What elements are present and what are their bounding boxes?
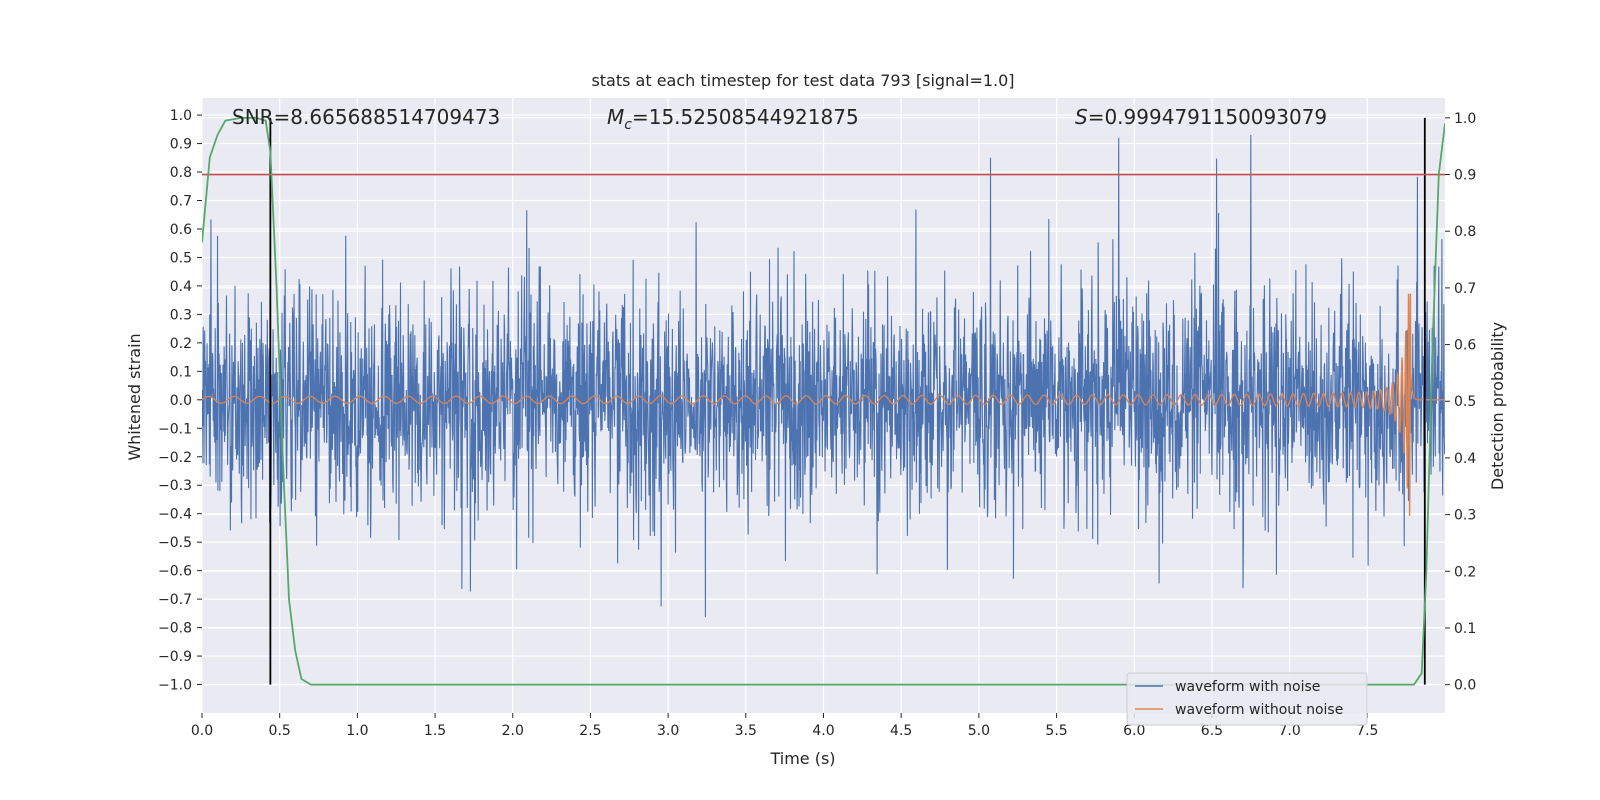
- x-tick-label: 3.0: [657, 723, 679, 739]
- series-layer: [202, 116, 1445, 686]
- y-axis-ticks: 1.0 0.9 0.8 0.7 0.6 0.5 0.4 0.3 0.2 0.1 0.0 −0.1 −0.…: [158, 108, 202, 694]
- y-tick-label: 0.6: [170, 222, 192, 238]
- x-axis-ticks: 0.0 0.5 1.0 1.5 2.0 2.5 3.0 3.5 4.0 4.5 5.0 5.5 6.0 6…: [191, 713, 1378, 739]
- x-tick-label: 0.0: [191, 723, 213, 739]
- y-tick-label: −0.2: [158, 450, 192, 466]
- x-tick-label: 3.5: [735, 723, 757, 739]
- y2-tick-label: 1.0: [1454, 111, 1476, 127]
- x-tick-label: 4.5: [890, 723, 912, 739]
- x-tick-label: 4.0: [812, 723, 834, 739]
- x-axis-label: Time (s): [769, 749, 835, 768]
- y-tick-label: 0.2: [170, 336, 192, 352]
- y-tick-label: −0.6: [158, 564, 192, 580]
- y-tick-label: 0.5: [170, 250, 192, 266]
- y-tick-label: 0.3: [170, 307, 192, 323]
- x-tick-label: 2.0: [502, 723, 524, 739]
- y2-tick-label: 0.3: [1454, 508, 1476, 524]
- x-tick-label: 0.5: [269, 723, 291, 739]
- y-tick-label: 0.4: [170, 279, 192, 295]
- y2-tick-label: 0.1: [1454, 621, 1476, 637]
- s-annotation: S=0.9994791150093079: [1075, 105, 1327, 129]
- s-symbol: S: [1075, 105, 1088, 129]
- y-tick-label: 0.0: [170, 393, 192, 409]
- y-axis-label: Whitened strain: [125, 333, 144, 460]
- y2-tick-label: 0.7: [1454, 281, 1476, 297]
- y-tick-label: −0.8: [158, 621, 192, 637]
- y-tick-label: −0.4: [158, 507, 192, 523]
- y2-tick-label: 0.9: [1454, 168, 1476, 184]
- x-tick-label: 5.0: [968, 723, 990, 739]
- legend: waveform with noise waveform without noi…: [1126, 672, 1368, 726]
- y2-axis-ticks: 1.0 0.9 0.8 0.7 0.6 0.5 0.4 0.3 0.2 0.1 0.0: [1445, 111, 1476, 694]
- mc-subscript: c: [624, 117, 632, 133]
- y-tick-label: 0.1: [170, 364, 192, 380]
- x-tick-label: 7.5: [1356, 723, 1378, 739]
- legend-label-noise: waveform with noise: [1175, 679, 1320, 695]
- mc-symbol: M: [607, 105, 624, 129]
- chart-title: stats at each timestep for test data 793…: [591, 71, 1014, 90]
- y-tick-label: 0.8: [170, 165, 192, 181]
- y2-tick-label: 0.0: [1454, 678, 1476, 694]
- mc-value: =15.52508544921875: [632, 105, 859, 129]
- y2-tick-label: 0.8: [1454, 224, 1476, 240]
- s-value: =0.9994791150093079: [1088, 105, 1327, 129]
- y-tick-label: −0.9: [158, 649, 192, 665]
- series-waveform-without-noise: [202, 293, 1445, 516]
- x-tick-label: 6.0: [1123, 723, 1145, 739]
- series-detection-probability: [202, 116, 1445, 686]
- legend-box: [1126, 672, 1368, 726]
- y-tick-label: −0.1: [158, 421, 192, 437]
- y-tick-label: 0.7: [170, 194, 192, 210]
- series-waveform-with-noise: [202, 134, 1445, 617]
- y-tick-label: −0.7: [158, 592, 192, 608]
- y-tick-label: −0.5: [158, 535, 192, 551]
- x-tick-label: 1.5: [424, 723, 446, 739]
- x-tick-label: 6.5: [1201, 723, 1223, 739]
- x-tick-label: 7.0: [1278, 723, 1300, 739]
- y2-tick-label: 0.5: [1454, 394, 1476, 410]
- y-tick-label: 0.9: [170, 137, 192, 153]
- y-tick-label: −1.0: [158, 678, 192, 694]
- x-tick-label: 5.5: [1045, 723, 1067, 739]
- y-tick-label: −0.3: [158, 478, 192, 494]
- y-tick-label: 1.0: [170, 108, 192, 124]
- y2-tick-label: 0.4: [1454, 451, 1476, 467]
- y2-axis-label: Detection probability: [1488, 322, 1507, 490]
- x-tick-label: 2.5: [579, 723, 601, 739]
- x-tick-label: 1.0: [346, 723, 368, 739]
- y2-tick-label: 0.6: [1454, 338, 1476, 354]
- snr-annotation: SNR=8.665688514709473: [232, 105, 500, 129]
- legend-label-clean: waveform without noise: [1175, 702, 1343, 718]
- chirp-mass-annotation: Mc=15.52508544921875: [607, 105, 859, 133]
- y2-tick-label: 0.2: [1454, 564, 1476, 580]
